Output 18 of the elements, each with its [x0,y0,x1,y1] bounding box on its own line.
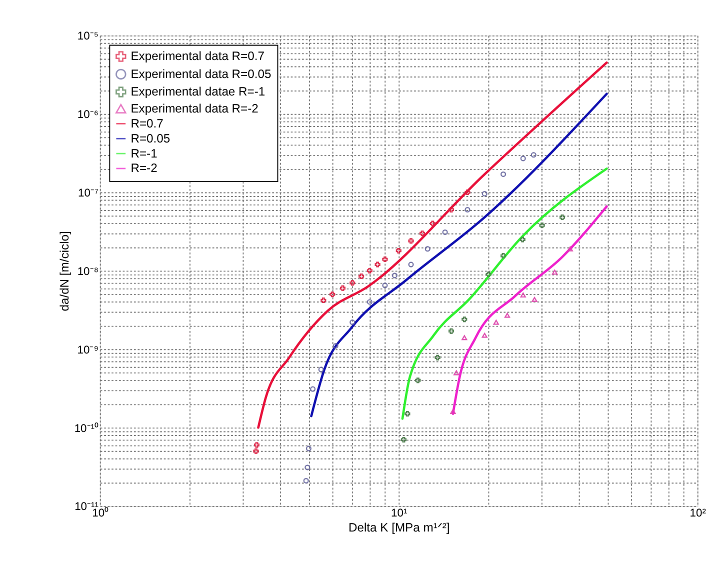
legend-label: Experimental datae R=-1 [130,84,266,99]
x-axis-title: Delta K [MPa m¹ᐟ²] [348,520,450,535]
x-tick-label: 10¹ [391,508,408,520]
y-tick-label: 10⁻¹⁰ [74,422,98,435]
legend-label: Experimental data R=0.7 [130,49,265,64]
y-axis-title: da/dN [m/ciclo] [57,231,72,312]
legend-label: R=0.7 [130,116,164,130]
x-tick-label: 10² [690,508,706,520]
y-tick-label: 10⁻⁵ [77,30,98,43]
y-tick-label: 10⁻⁶ [77,109,98,122]
y-tick-label: 10⁻⁹ [77,344,99,356]
y-tick-label: 10⁻⁷ [78,188,98,200]
y-tick-label: 10⁻⁸ [77,266,99,278]
legend-label: Experimental data R=0.05 [130,66,272,81]
legend-label: R=0.05 [130,131,170,146]
legend-label: Experimental data R=-2 [130,101,259,116]
legend-label: R=-1 [130,146,158,160]
legend-label: R=-2 [130,161,158,176]
